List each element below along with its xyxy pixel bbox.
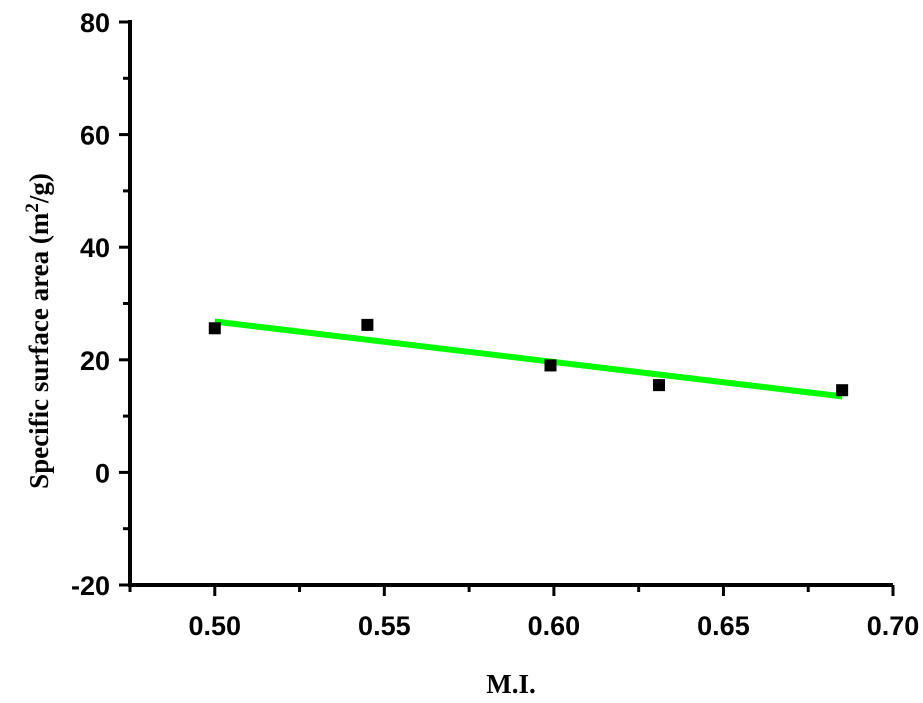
tick-labels: 0.50 0.55 0.60 0.65 0.70 -20 0 20 40 60 80 — [71, 8, 919, 641]
data-point — [544, 359, 557, 372]
y-tick-label: -20 — [71, 571, 110, 601]
y-axis-title-end: /g) — [24, 173, 54, 204]
axes — [128, 20, 893, 587]
y-axis-title-superscript: 2 — [22, 203, 43, 213]
data-point — [361, 318, 374, 331]
data-point — [836, 384, 849, 397]
x-tick-label: 0.50 — [188, 611, 241, 641]
y-tick-label: 40 — [80, 233, 110, 263]
x-tick-label: 0.60 — [528, 611, 581, 641]
y-tick-label: 60 — [80, 121, 110, 151]
data-points — [208, 318, 849, 397]
data-point — [653, 379, 666, 392]
x-tick-label: 0.55 — [358, 611, 411, 641]
ticks — [119, 20, 895, 596]
x-tick-label: 0.70 — [867, 611, 920, 641]
data-point — [208, 322, 221, 335]
fit-line — [214, 318, 843, 400]
fit-line-group — [214, 318, 843, 400]
y-tick-label: 20 — [80, 346, 110, 376]
y-axis-title: Specific surface area (m2/g) — [22, 173, 55, 489]
y-tick-label: 80 — [80, 8, 110, 38]
y-axis-title-main: Specific surface area (m — [24, 212, 54, 489]
x-axis-title: M.I. — [486, 669, 536, 699]
x-tick-label: 0.65 — [697, 611, 750, 641]
y-tick-label: 0 — [95, 458, 110, 488]
